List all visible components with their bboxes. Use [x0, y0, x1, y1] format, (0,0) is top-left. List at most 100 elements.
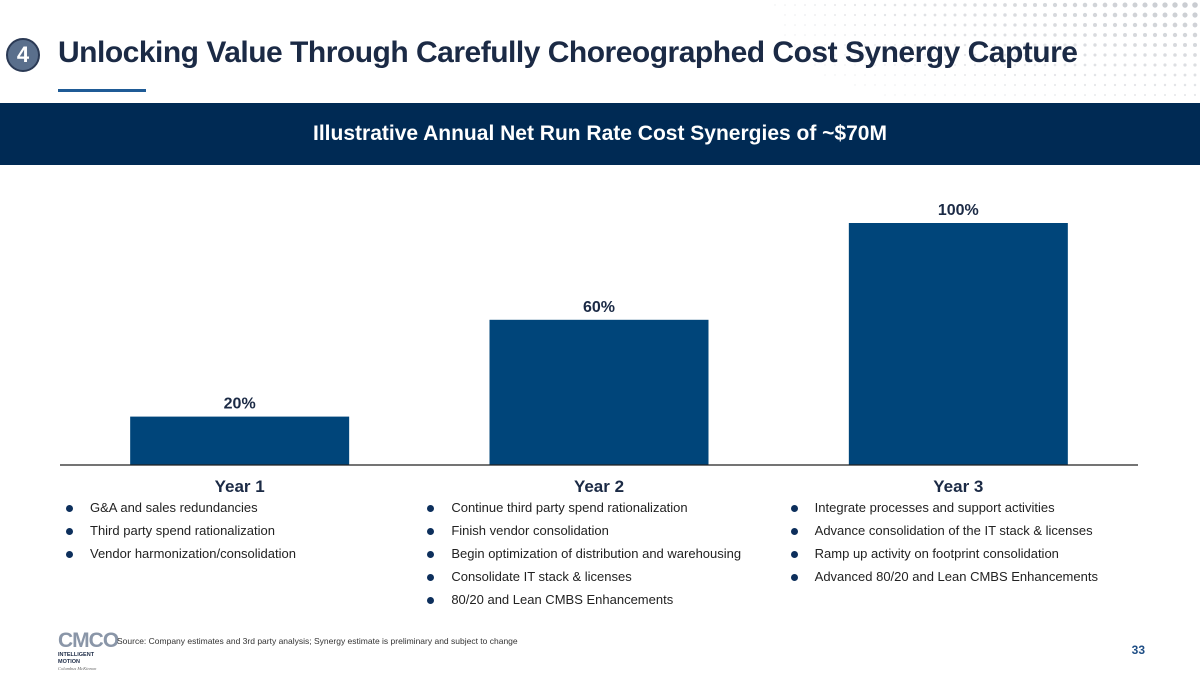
decorative-dot: [844, 64, 846, 66]
decorative-dot: [804, 34, 806, 36]
decorative-dot: [873, 13, 877, 17]
decorative-dot: [1014, 84, 1016, 86]
decorative-dot: [824, 54, 826, 56]
decorative-dot: [1112, 22, 1118, 28]
decorative-dot: [923, 13, 927, 17]
year-1-bullets: G&A and sales redundancies Third party s…: [60, 499, 424, 568]
decorative-dot: [943, 43, 947, 47]
decorative-dot: [1063, 43, 1067, 47]
decorative-dot: [824, 74, 826, 76]
decorative-dot: [1173, 73, 1177, 77]
decorative-dot: [914, 74, 916, 76]
decorative-dot: [904, 84, 906, 86]
decorative-dot: [1192, 32, 1198, 38]
decorative-dot: [963, 13, 967, 17]
decorative-dot: [1183, 63, 1187, 67]
decorative-dot: [784, 4, 786, 6]
decorative-dot: [1073, 43, 1077, 47]
decorative-dot: [1043, 23, 1047, 27]
decorative-dot: [894, 64, 896, 66]
decorative-dot: [1052, 2, 1058, 8]
decorative-dot: [1003, 13, 1007, 17]
decorative-dot: [913, 3, 917, 7]
decorative-dot: [1083, 63, 1087, 67]
decorative-dot: [824, 34, 826, 36]
decorative-dot: [1013, 43, 1017, 47]
bar-year-1: [130, 416, 350, 465]
decorative-dot: [893, 23, 897, 27]
bullet-item: Advanced 80/20 and Lean CMBS Enhancement…: [789, 568, 1149, 591]
decorative-dot: [913, 33, 917, 37]
decorative-dot: [1084, 94, 1086, 96]
decorative-dot: [963, 53, 967, 57]
section-number-badge: 4: [6, 38, 40, 72]
decorative-dot: [854, 34, 856, 36]
decorative-dot: [1073, 83, 1077, 87]
decorative-dot: [884, 44, 886, 46]
decorative-dot: [983, 3, 987, 7]
decorative-dot: [784, 34, 786, 36]
decorative-dot: [1133, 53, 1137, 57]
decorative-dot: [1142, 32, 1148, 38]
decorative-dot: [1043, 83, 1047, 87]
year-3-bullets: Integrate processes and support activiti…: [779, 499, 1149, 591]
decorative-dot: [1082, 2, 1088, 8]
decorative-dot: [1153, 43, 1157, 47]
decorative-dot: [943, 13, 947, 17]
decorative-dot: [993, 63, 997, 67]
decorative-dot: [984, 94, 986, 96]
decorative-dot: [1042, 2, 1048, 8]
decorative-dot: [933, 3, 937, 7]
year-2-bullets: Continue third party spend rationalizati…: [419, 499, 785, 614]
decorative-dot: [1054, 94, 1056, 96]
decorative-dot: [903, 13, 907, 17]
decorative-dot: [1133, 43, 1137, 47]
decorative-dot: [933, 13, 937, 17]
decorative-dot: [1163, 63, 1167, 67]
decorative-dot: [864, 84, 866, 86]
source-note: Source: Company estimates and 3rd party …: [117, 636, 518, 646]
logo-text: CMCO: [58, 629, 119, 652]
decorative-dot: [853, 13, 857, 17]
decorative-dot: [794, 34, 796, 36]
decorative-dot: [964, 84, 966, 86]
decorative-dot: [934, 64, 936, 66]
decorative-dot: [814, 14, 816, 16]
decorative-dot: [1083, 83, 1087, 87]
decorative-dot: [1143, 43, 1147, 47]
decorative-dot: [1003, 33, 1007, 37]
decorative-dot: [983, 33, 987, 37]
decorative-dot: [1192, 2, 1198, 8]
decorative-dot: [1023, 33, 1027, 37]
decorative-dot: [1143, 53, 1147, 57]
decorative-dot: [983, 53, 987, 57]
decorative-dot: [1192, 12, 1198, 18]
decorative-dot: [794, 44, 796, 46]
decorative-dot: [1073, 53, 1077, 57]
decorative-dot: [923, 3, 927, 7]
decorative-dot: [1172, 32, 1178, 38]
decorative-dot: [954, 94, 956, 96]
decorative-dot: [1113, 53, 1117, 57]
decorative-dot: [1172, 2, 1178, 8]
decorative-dot: [933, 53, 937, 57]
bullet-item: Begin optimization of distribution and w…: [425, 545, 785, 568]
decorative-dot: [1123, 33, 1127, 37]
decorative-dot: [1162, 2, 1168, 8]
decorative-dot: [794, 4, 796, 6]
decorative-dot: [1122, 22, 1128, 28]
decorative-dot: [1193, 63, 1197, 67]
decorative-dot: [1133, 83, 1137, 87]
bar-chart: 20% Year 1 60% Year 2 100% Year 3: [60, 202, 1138, 496]
decorative-dot: [794, 14, 796, 16]
decorative-dot: [1083, 43, 1087, 47]
bullet-item: Vendor harmonization/consolidation: [64, 545, 424, 568]
decorative-dot: [894, 94, 896, 96]
decorative-dot: [1183, 53, 1187, 57]
decorative-dot: [1102, 2, 1108, 8]
decorative-dot: [903, 23, 907, 27]
decorative-dot: [1063, 63, 1067, 67]
decorative-dot: [884, 84, 886, 86]
decorative-dot: [913, 13, 917, 17]
category-label: Year 3: [933, 477, 983, 496]
